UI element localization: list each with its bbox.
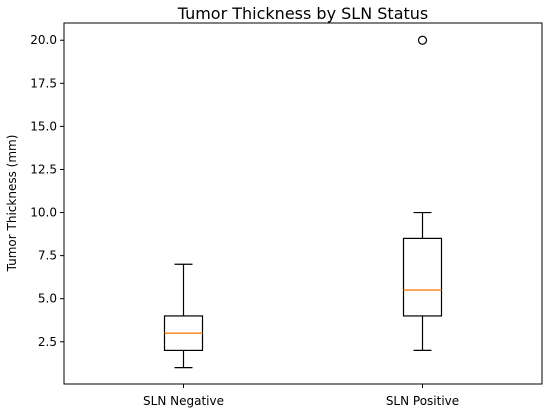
boxes [163, 35, 443, 369]
outlier-point [417, 35, 428, 45]
box-sln-positive [402, 35, 443, 351]
y-tick-label: 20.0 [30, 33, 57, 47]
y-tick-label: 15.0 [30, 119, 57, 133]
y-axis: 2.5 5.0 7.5 10.0 12.5 15.0 17.5 20.0 [30, 33, 64, 349]
chart-title: Tumor Thickness by SLN Status [177, 4, 429, 23]
plot-area-frame [63, 22, 543, 385]
y-axis-label: Tumor Thickness (mm) [5, 135, 19, 273]
y-tick-label: 5.0 [38, 292, 57, 306]
box-sln-negative [163, 263, 204, 369]
y-tick-label: 10.0 [30, 206, 57, 220]
y-tick-label: 17.5 [30, 76, 57, 90]
x-tick-label: SLN Negative [143, 394, 224, 408]
x-axis: SLN Negative SLN Positive [143, 384, 459, 408]
y-tick-label: 2.5 [38, 335, 57, 349]
box-iqr [402, 237, 443, 317]
y-tick-label: 7.5 [38, 249, 57, 263]
x-tick-label: SLN Positive [386, 394, 459, 408]
y-tick-label: 12.5 [30, 162, 57, 176]
